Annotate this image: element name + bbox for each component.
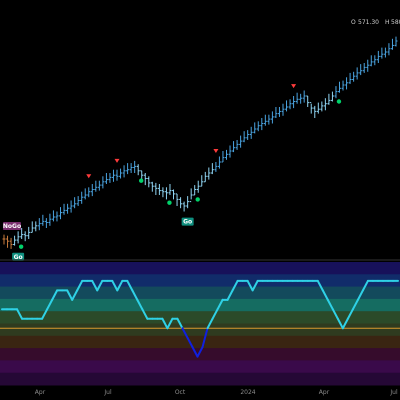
oscillator-line-segment — [71, 289, 79, 301]
x-tick-label: 2024 — [240, 389, 255, 396]
oscillator-line-segment — [116, 279, 124, 292]
oscillator-line-segment — [331, 308, 339, 320]
counter-trend-triangle — [213, 149, 219, 153]
oscillator-line-segment — [341, 317, 349, 330]
high-value: 580 — [391, 19, 400, 26]
counter-trend-triangle — [291, 84, 297, 89]
x-tick-label: Jul — [103, 389, 112, 396]
go-dot — [18, 244, 24, 249]
oscillator-band — [0, 348, 400, 361]
oscillator-line-segment — [66, 289, 74, 301]
oscillator-line-segment — [136, 298, 144, 311]
ohlc-header: O 571.30 H 580 — [351, 19, 400, 26]
oscillator-line-segment — [211, 308, 219, 320]
oscillator-line-segment — [76, 279, 84, 292]
oscillator-line-segment — [141, 308, 149, 320]
oscillator-line-segment — [191, 346, 199, 358]
oscillator-band — [0, 274, 400, 288]
go-dot — [138, 178, 144, 183]
oscillator-line-segment — [16, 308, 24, 320]
open-value: 571.30 — [358, 19, 379, 26]
oscillator-line-segment — [166, 317, 174, 330]
oscillator-line-segment — [51, 289, 59, 301]
go-marker-box — [181, 217, 194, 226]
oscillator-band — [0, 286, 400, 300]
x-tick-label: Oct — [175, 389, 186, 396]
oscillator-line-segment — [326, 298, 334, 311]
go-marker-box — [12, 252, 25, 261]
oscillator-line-segment — [176, 317, 184, 330]
oscillator-line-segment — [131, 289, 139, 301]
oscillator-line-segment — [41, 308, 49, 320]
oscillator-line-segment — [206, 317, 214, 330]
counter-trend-triangle — [114, 158, 120, 163]
go-marker-label: Go — [14, 254, 23, 261]
x-tick-label: Apr — [319, 389, 330, 396]
oscillator-line-segment — [231, 279, 239, 292]
go-dot — [336, 99, 342, 104]
counter-trend-triangle — [86, 174, 92, 179]
oscillator-line-segment — [351, 298, 359, 311]
x-tick-label: Jul — [389, 389, 398, 396]
oscillator-band — [0, 335, 400, 349]
x-axis: Apr Jul Oct 2024 Apr Jul — [35, 389, 398, 396]
oscillator-panel — [0, 259, 400, 386]
go-dot — [167, 200, 172, 205]
oscillator-band — [0, 262, 400, 275]
oscillator-line-segment — [251, 279, 259, 292]
oscillator-line-segment — [161, 317, 169, 330]
high-label: H — [385, 19, 390, 26]
oscillator-line-segment — [346, 308, 354, 320]
oscillator-line-segment — [356, 289, 364, 301]
oscillator-band — [0, 360, 400, 374]
price-panel: Go Go NoGo — [2, 36, 398, 261]
oscillator-line-segment — [316, 279, 324, 292]
nogo-marker-label: NoGo — [3, 223, 21, 230]
nogo-marker-box — [3, 222, 21, 230]
oscillator-line-segment — [126, 279, 134, 292]
oscillator-line-segment — [111, 279, 119, 292]
oscillator-line-segment — [196, 346, 204, 358]
open-label: O — [351, 19, 356, 26]
oscillator-line-segment — [46, 298, 54, 311]
oscillator-line-segment — [246, 279, 254, 292]
oscillator-band — [0, 298, 400, 312]
oscillator-line-segment — [91, 279, 99, 292]
oscillator-band — [0, 372, 400, 386]
oscillator-line-segment — [186, 336, 194, 349]
oscillator-line-segment — [361, 279, 369, 292]
oscillator-band — [0, 311, 400, 324]
x-tick-label: Apr — [35, 389, 46, 396]
oscillator-line-segment — [96, 279, 104, 292]
oscillator-line-segment — [321, 289, 329, 301]
go-dot — [195, 197, 200, 202]
oscillator-line-segment — [181, 327, 189, 339]
oscillator-line-segment — [226, 289, 234, 301]
oscillator-line-segment — [201, 327, 209, 349]
oscillator-band — [0, 323, 400, 337]
go-marker-label: Go — [183, 219, 192, 226]
oscillator-line-segment — [216, 298, 224, 311]
oscillator-line-segment — [336, 317, 344, 330]
